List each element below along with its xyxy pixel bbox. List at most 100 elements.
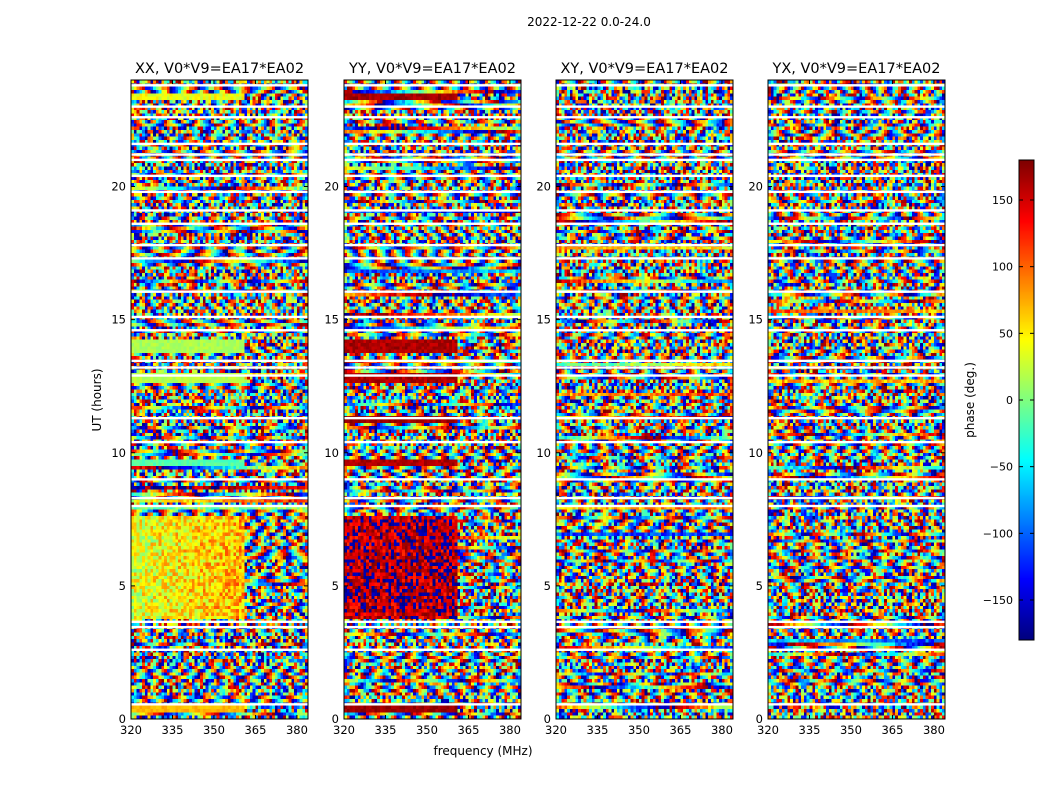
flagged-row: [131, 190, 308, 194]
flagged-row: [131, 222, 308, 225]
panel-xx: XX, V0*V9=EA17*EA02 320 335 350 365 380 0 5 10 15…: [111, 61, 309, 737]
flagged-row: [556, 366, 733, 369]
y-tick-label: 20: [536, 180, 551, 194]
flagged-row: [556, 329, 733, 332]
flagged-row: [131, 174, 308, 178]
x-tick-label: 380: [923, 723, 945, 737]
flagged-row: [768, 116, 945, 119]
y-tick-label: 10: [324, 446, 339, 460]
flagged-row: [556, 190, 733, 194]
flagged-row: [131, 366, 308, 369]
flagged-row: [131, 648, 308, 651]
flagged-row: [344, 315, 521, 319]
flagged-row: [131, 504, 308, 508]
colorbar-tick-label: 50: [999, 327, 1013, 340]
flagged-row: [131, 440, 308, 444]
y-tick-label: 10: [111, 446, 126, 460]
colorbar-tick-label: −50: [990, 461, 1013, 474]
flagged-row: [344, 374, 521, 377]
flagged-row: [131, 84, 308, 87]
flagged-row: [131, 416, 308, 420]
flagged-row: [556, 703, 733, 706]
phase-heatmap: [131, 80, 308, 719]
flagged-row: [768, 504, 945, 508]
flagged-row: [768, 290, 945, 293]
flagged-row: [556, 153, 733, 156]
flagged-row: [344, 209, 521, 212]
flagged-row: [131, 374, 308, 377]
flagged-row: [344, 620, 521, 624]
flagged-row: [344, 366, 521, 369]
flagged-row: [556, 625, 733, 629]
colorbar: 150 100 50 0 −50 −100 −150 phase (deg.): [963, 159, 1035, 641]
panel-xy: XY, V0*V9=EA17*EA02 320 335 350 365 380 0 5 10 15…: [536, 61, 734, 737]
y-tick-label: 15: [324, 313, 339, 327]
flagged-row: [768, 190, 945, 194]
panel-title: YX, V0*V9=EA17*EA02: [771, 61, 940, 77]
y-tick-label: 5: [544, 579, 551, 593]
flagged-row: [344, 329, 521, 332]
flagged-row: [344, 416, 521, 420]
x-tick-label: 365: [881, 723, 903, 737]
flagged-row: [768, 359, 945, 363]
x-tick-label: 380: [711, 723, 733, 737]
flagged-row: [556, 359, 733, 363]
flagged-row: [344, 290, 521, 293]
flagged-row: [344, 504, 521, 508]
flagged-row: [556, 84, 733, 87]
flagged-row: [344, 625, 521, 629]
flagged-row: [768, 257, 945, 260]
flagged-row: [344, 257, 521, 260]
flagged-row: [556, 257, 733, 260]
flagged-row: [556, 478, 733, 481]
flagged-row: [768, 153, 945, 156]
flagged-row: [131, 142, 308, 146]
flagged-row: [556, 496, 733, 500]
flagged-row: [556, 105, 733, 108]
flagged-row: [131, 478, 308, 481]
flagged-row: [344, 174, 521, 178]
x-tick-label: 365: [457, 723, 479, 737]
flagged-row: [556, 416, 733, 420]
colorbar-tick-label: 150: [992, 194, 1013, 207]
flagged-row: [344, 478, 521, 481]
y-tick-label: 5: [332, 579, 339, 593]
y-tick-label: 10: [748, 446, 763, 460]
flagged-row: [344, 440, 521, 444]
colorbar-tick-label: 100: [992, 261, 1013, 274]
x-tick-label: 350: [416, 723, 438, 737]
x-tick-label: 350: [203, 723, 225, 737]
flagged-row: [131, 290, 308, 293]
flagged-row: [556, 174, 733, 178]
flagged-row: [131, 116, 308, 119]
colorbar-gradient: [1019, 160, 1034, 640]
flagged-row: [344, 496, 521, 500]
figure-suptitle: 2022-12-22 0.0-24.0: [527, 15, 651, 29]
flagged-row: [768, 366, 945, 369]
flagged-row: [768, 243, 945, 247]
phase-heatmap: [344, 80, 521, 719]
y-tick-label: 15: [748, 313, 763, 327]
panel-yy: YY, V0*V9=EA17*EA02 320 335 350 365 380 0 5 10 15…: [324, 61, 522, 737]
flagged-row: [131, 625, 308, 629]
x-tick-label: 320: [757, 723, 779, 737]
y-tick-label: 0: [544, 712, 551, 726]
y-tick-label: 20: [111, 180, 126, 194]
flagged-row: [768, 440, 945, 444]
flagged-row: [768, 142, 945, 146]
flagged-row: [556, 116, 733, 119]
axes-frame: [130, 79, 309, 720]
y-tick-label: 5: [756, 579, 763, 593]
flagged-row: [131, 315, 308, 319]
y-axis-label: UT (hours): [90, 368, 104, 431]
flagged-row: [768, 209, 945, 212]
flagged-row: [344, 359, 521, 363]
flagged-row: [768, 496, 945, 500]
flagged-row: [556, 243, 733, 247]
x-tick-label: 350: [840, 723, 862, 737]
flagged-row: [131, 496, 308, 500]
y-tick-label: 0: [756, 712, 763, 726]
flagged-row: [131, 359, 308, 363]
flagged-row: [768, 329, 945, 332]
y-tick-label: 10: [536, 446, 551, 460]
